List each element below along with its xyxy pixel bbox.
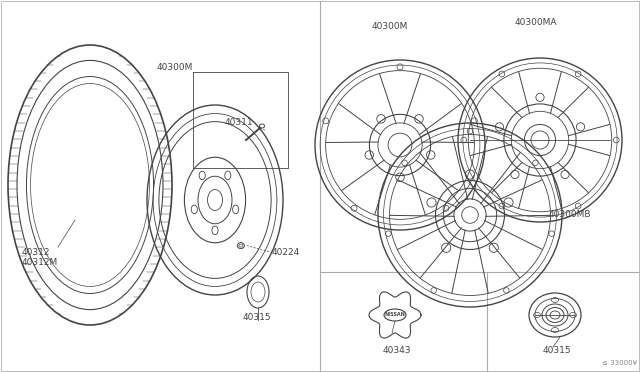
Text: 40300M: 40300M [157,63,193,72]
Text: 40312: 40312 [22,248,51,257]
Text: 40315: 40315 [243,313,271,322]
Text: 40315: 40315 [543,346,572,355]
Text: 40311: 40311 [225,118,253,127]
Text: 40300M: 40300M [372,22,408,31]
Text: 40300MA: 40300MA [515,18,557,27]
Text: ≤ 33000¥: ≤ 33000¥ [602,360,637,366]
Text: 40224: 40224 [272,248,300,257]
Text: NISSAN: NISSAN [385,312,405,317]
Text: 40300MB: 40300MB [548,210,591,219]
Text: 40312M: 40312M [22,258,58,267]
Text: 40343: 40343 [383,346,412,355]
